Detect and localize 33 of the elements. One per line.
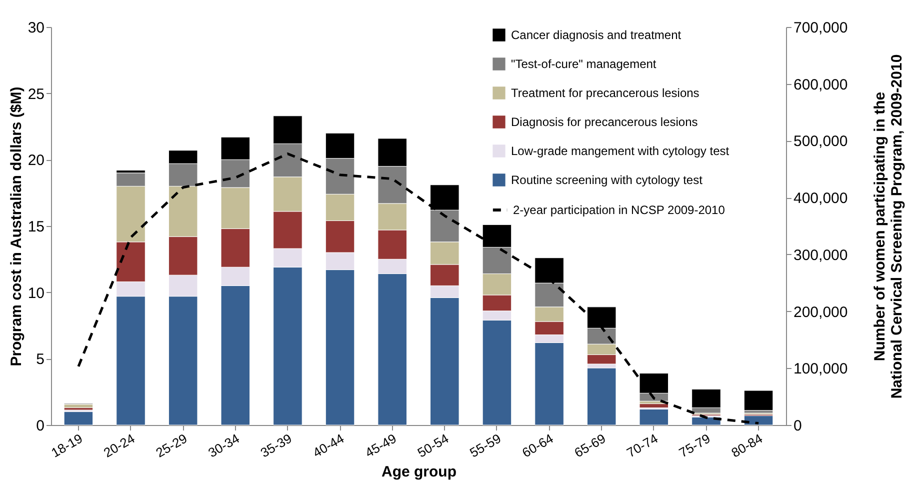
y2-tick-label: 600,000 — [794, 76, 848, 94]
legend-label: Treatment for precancerous lesions — [511, 86, 700, 100]
bar — [64, 411, 94, 426]
y-tick-label: 0 — [36, 418, 44, 434]
legend-label: Cancer diagnosis and treatment — [511, 28, 682, 42]
x-tick-label: 75-79 — [676, 430, 713, 460]
y-tick-label: 15 — [28, 218, 44, 236]
y2-tick-label: 700,000 — [794, 20, 848, 36]
y2-tick-label: 400,000 — [794, 190, 848, 208]
y2-axis-title: Number of women participating in the National Cervical Screening Program, 2009-2010 — [872, 54, 906, 399]
y2-tick-label: 100,000 — [794, 360, 848, 378]
bar — [744, 390, 774, 411]
legend-label: 2-year participation in NCSP 2009-2010 — [513, 203, 726, 217]
bar — [744, 415, 774, 426]
legend-label: Routine screening with cytology test — [511, 173, 704, 187]
y-tick-label: 5 — [36, 351, 44, 368]
legend-label: "Test-of-cure" management — [511, 57, 657, 71]
y2-tick-label: 0 — [794, 418, 802, 434]
y-tick-label: 10 — [28, 284, 44, 302]
y2-tick-label: 200,000 — [794, 304, 848, 321]
x-tick-label: 40-44 — [310, 430, 347, 460]
legend-label: Diagnosis for precancerous lesions — [511, 115, 698, 129]
bar — [586, 368, 616, 426]
y-tick-label: 25 — [28, 86, 44, 103]
y-tick-label: 30 — [28, 20, 44, 36]
legend-label: Low-grade mangement with cytology test — [511, 144, 730, 158]
y2-tick-label: 500,000 — [794, 133, 848, 150]
y-axis-title: Program cost in Australian dollars ($M) — [8, 86, 25, 366]
x-axis-title: Age group — [382, 463, 456, 480]
y2-tick-label: 300,000 — [794, 246, 848, 264]
x-tick-label: 45-49 — [362, 430, 399, 460]
y-tick-label: 20 — [28, 152, 44, 170]
x-tick-label: 65-69 — [572, 430, 608, 460]
